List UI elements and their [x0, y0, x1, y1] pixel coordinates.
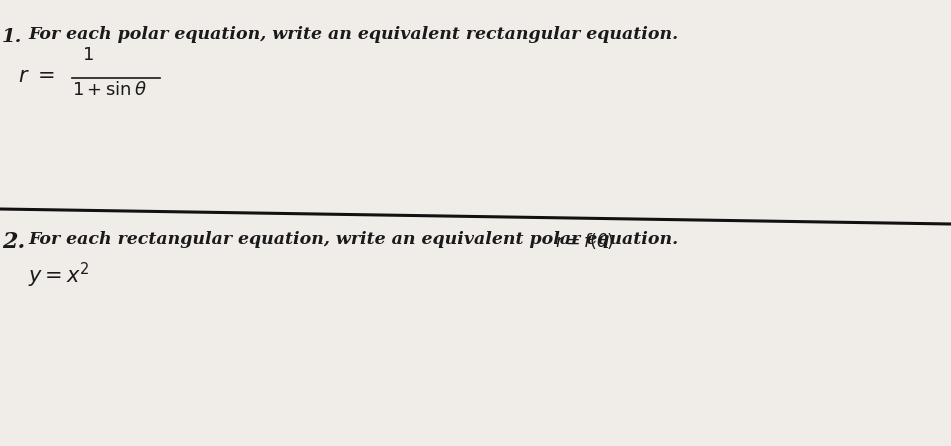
Text: $r = f(\theta)$: $r = f(\theta)$	[555, 231, 614, 251]
Text: $1 + \sin\theta$: $1 + \sin\theta$	[72, 81, 146, 99]
Text: For each rectangular equation, write an equivalent polar equation.: For each rectangular equation, write an …	[28, 231, 678, 248]
Text: 1.: 1.	[2, 28, 23, 46]
Text: $y = x^2$: $y = x^2$	[28, 261, 89, 290]
Text: $1$: $1$	[82, 46, 94, 64]
Text: For each polar equation, write an equivalent rectangular equation.: For each polar equation, write an equiva…	[28, 26, 678, 43]
Text: 2.: 2.	[2, 231, 26, 253]
Text: $r\ =$: $r\ =$	[18, 66, 55, 86]
